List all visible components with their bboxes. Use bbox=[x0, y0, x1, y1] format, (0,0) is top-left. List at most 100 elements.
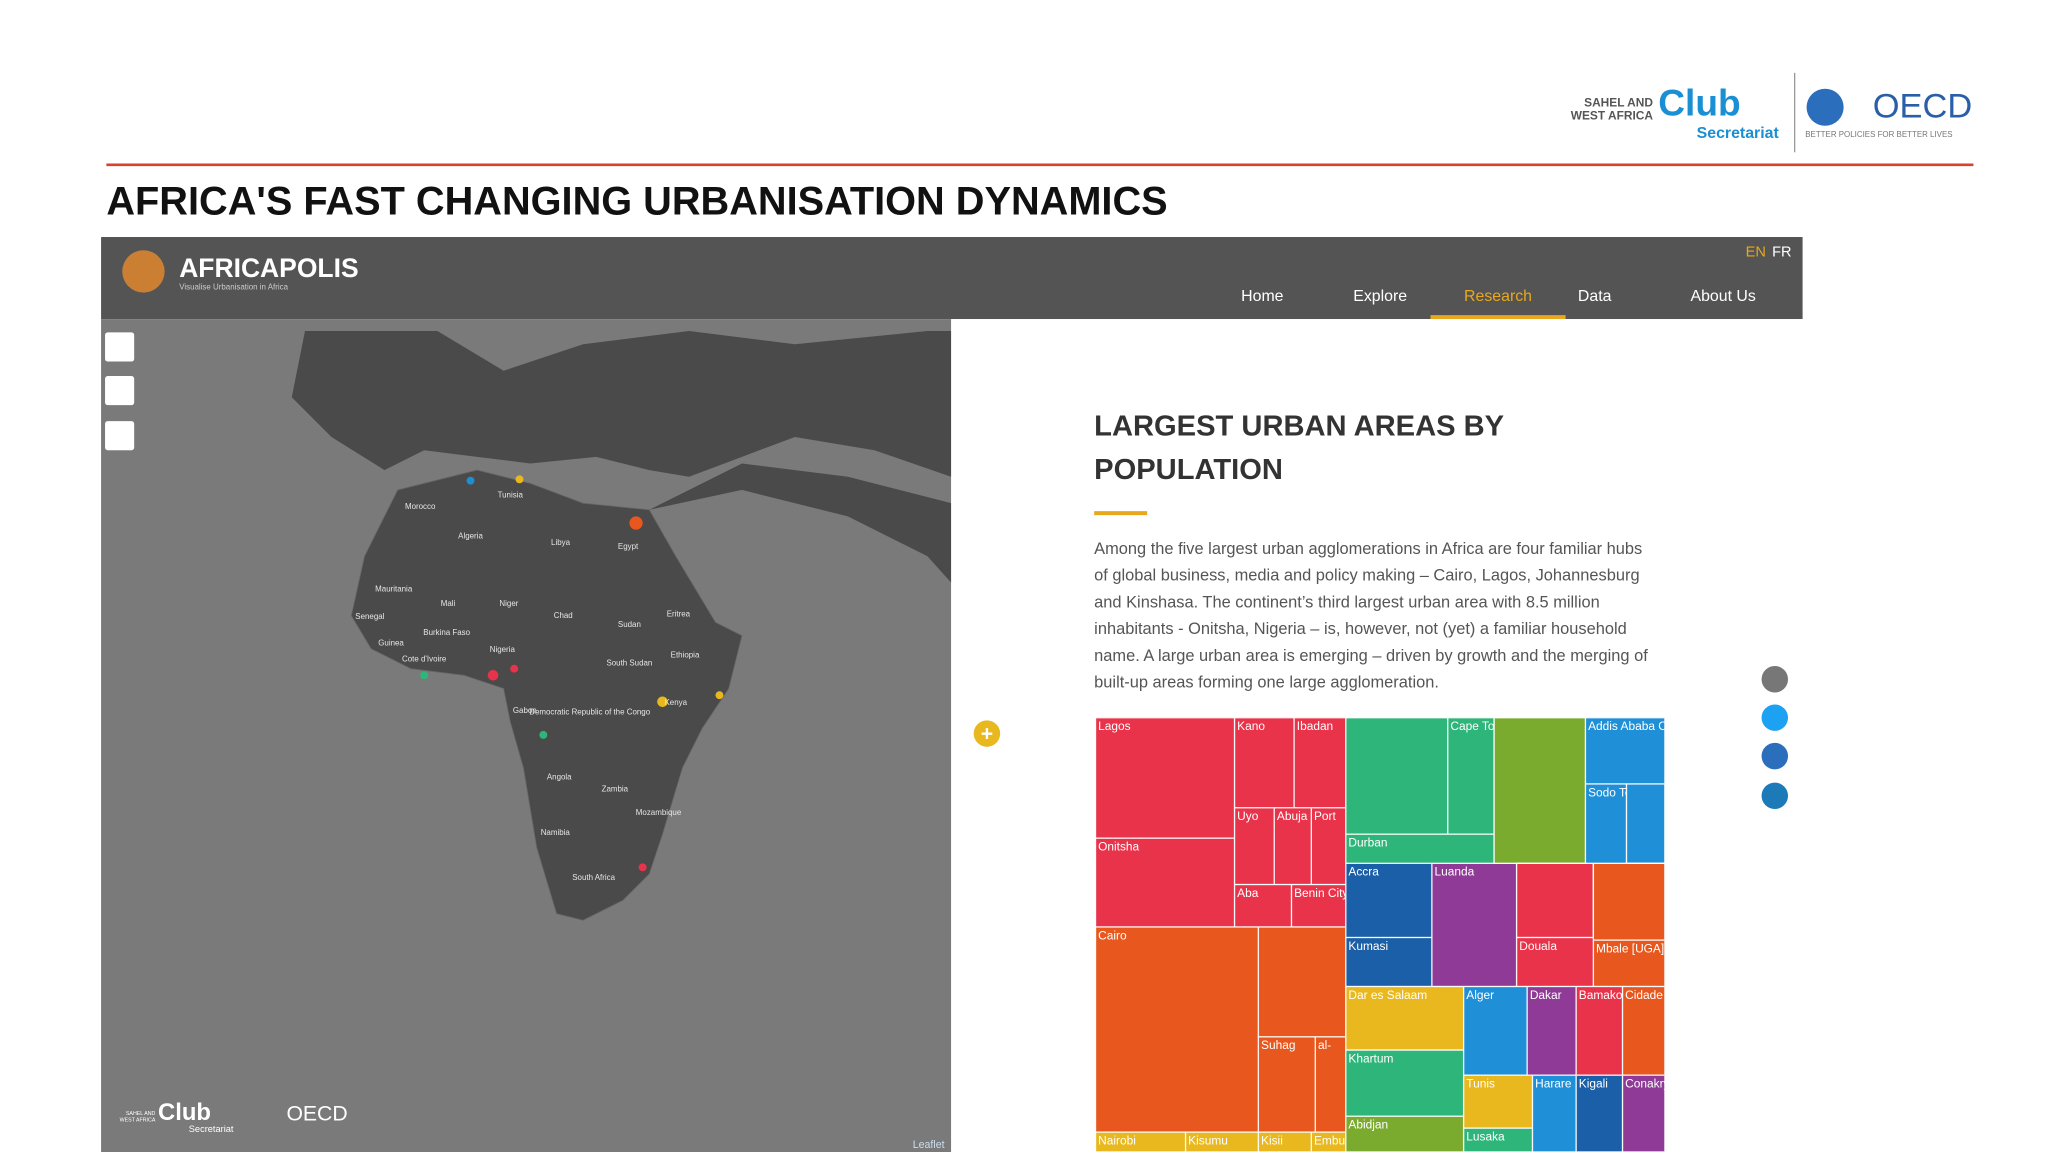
brand-icon bbox=[122, 250, 165, 293]
treemap-tile: Kisumu bbox=[1185, 1132, 1259, 1152]
share-email[interactable] bbox=[1761, 666, 1789, 693]
country-label: Tunisia bbox=[498, 490, 524, 499]
nav-link[interactable]: Research bbox=[1464, 288, 1532, 305]
tile-label: Douala bbox=[1519, 939, 1557, 953]
tile-fill bbox=[1447, 717, 1495, 835]
treemap-tile: Embu bbox=[1311, 1132, 1346, 1152]
tile-fill bbox=[1431, 863, 1517, 987]
treemap-tile: Ibadan bbox=[1294, 717, 1346, 808]
europe-landmass bbox=[291, 331, 952, 477]
tile-fill bbox=[1463, 1075, 1533, 1129]
tile-fill bbox=[1095, 838, 1235, 927]
tile-label: Luanda bbox=[1434, 865, 1474, 879]
tile-label: Cidade de Maputo bbox=[1625, 988, 1723, 1002]
country-label: Sudan bbox=[618, 620, 641, 629]
tile-label: Uyo bbox=[1237, 809, 1259, 823]
city-dot bbox=[638, 863, 647, 872]
brand: AFRICAPOLIS bbox=[179, 253, 358, 283]
country-label: Eritrea bbox=[667, 609, 691, 618]
treemap-tile: al- bbox=[1315, 1036, 1346, 1133]
treemap-tile: Cidade de Maputo bbox=[1622, 986, 1723, 1076]
treemap-tile bbox=[1493, 717, 1587, 864]
country-label: Cote d'Ivoire bbox=[402, 655, 447, 664]
country-label: Kenya bbox=[664, 698, 687, 707]
treemap-tile: Dar es Salaam bbox=[1345, 986, 1464, 1051]
fullscreen-button[interactable] bbox=[105, 421, 135, 451]
oecd-globe bbox=[1806, 88, 1844, 126]
city-dots bbox=[420, 475, 724, 872]
tile-label: Mbale [UGA] bbox=[1596, 942, 1664, 956]
brand-tagline: Visualise Urbanisation in Africa bbox=[179, 282, 288, 291]
map-logo-oecd: OECD bbox=[286, 1103, 347, 1126]
nav-link[interactable]: About Us bbox=[1690, 288, 1755, 305]
tile-fill bbox=[1095, 717, 1235, 839]
map-controls bbox=[105, 332, 135, 451]
tile-label: al- bbox=[1318, 1038, 1331, 1052]
city-dot bbox=[515, 475, 524, 484]
city-dot bbox=[487, 670, 499, 681]
tile-label: Kumasi bbox=[1348, 939, 1388, 953]
treemap-tile: Kumasi bbox=[1345, 937, 1432, 987]
country-label: Libya bbox=[551, 538, 571, 547]
logo-club: Club bbox=[1658, 82, 1740, 124]
country-labels: Morocco Tunisia Algeria Libya Egypt Mauritani… bbox=[355, 490, 700, 882]
language-link[interactable]: FR bbox=[1772, 245, 1791, 261]
share-facebook[interactable] bbox=[1761, 742, 1789, 770]
screenshot-button[interactable] bbox=[105, 376, 135, 406]
treemap-tile bbox=[1625, 783, 1666, 864]
tile-fill bbox=[1258, 1132, 1312, 1152]
tile-fill bbox=[1585, 717, 1665, 784]
zoom-button[interactable] bbox=[105, 332, 135, 362]
article-heading: LARGEST URBAN AREAS BY bbox=[1094, 410, 1504, 442]
tile-fill bbox=[1516, 937, 1594, 987]
share-twitter[interactable] bbox=[1761, 704, 1789, 731]
tile-label: Addis Ababa City bbox=[1588, 719, 1679, 733]
expand-button[interactable] bbox=[973, 720, 1001, 747]
treemap-tile bbox=[1345, 717, 1449, 835]
nav-active-bar bbox=[1430, 315, 1566, 320]
treemap-tile: Lagos bbox=[1095, 717, 1235, 839]
country-label: Zambia bbox=[602, 784, 629, 793]
tile-label: Bamako bbox=[1579, 988, 1623, 1002]
share-buttons bbox=[1761, 666, 1789, 810]
tile-label: Benin City bbox=[1294, 886, 1348, 900]
city-dot bbox=[539, 730, 548, 739]
nav-link[interactable]: Explore bbox=[1353, 288, 1407, 305]
treemap-tile: Cape Town bbox=[1447, 717, 1495, 835]
paragraph-line: inhabitants - Onitsha, Nigeria – is, how… bbox=[1094, 620, 1627, 638]
tile-label: Kisumu bbox=[1188, 1134, 1228, 1148]
language-link[interactable]: EN bbox=[1746, 245, 1766, 261]
treemap-tile: Abuja bbox=[1274, 807, 1312, 885]
city-dot bbox=[420, 671, 429, 680]
treemap-tile: Conakry bbox=[1622, 1075, 1665, 1152]
paragraph-line: of global business, media and policy mak… bbox=[1094, 567, 1639, 585]
tile-fill bbox=[1622, 986, 1665, 1076]
tile-fill bbox=[1576, 986, 1623, 1076]
treemap-tile: Bamako bbox=[1576, 986, 1623, 1076]
tile-label: Accra bbox=[1348, 865, 1379, 879]
paragraph-line: name. A large urban area is emerging – d… bbox=[1094, 647, 1648, 665]
treemap-tile: Alger bbox=[1463, 986, 1528, 1076]
treemap-tile: Aba bbox=[1234, 884, 1292, 927]
nav-link[interactable]: Home bbox=[1241, 288, 1284, 305]
tile-label: Lusaka bbox=[1466, 1130, 1505, 1144]
paragraph-line: and Kinshasa. The continent’s third larg… bbox=[1094, 593, 1600, 611]
country-label: Burkina Faso bbox=[423, 628, 470, 637]
tile-fill bbox=[1463, 1128, 1533, 1152]
nav-link[interactable]: Data bbox=[1578, 288, 1612, 305]
treemap-tile: Accra bbox=[1345, 863, 1432, 938]
treemap-tile: Douala bbox=[1516, 937, 1594, 987]
tile-label: Lagos bbox=[1098, 719, 1130, 733]
tile-label: Alger bbox=[1466, 988, 1494, 1002]
tile-fill bbox=[1532, 1075, 1577, 1152]
share-linkedin[interactable] bbox=[1761, 782, 1789, 810]
site-navbar bbox=[101, 237, 1803, 320]
treemap-tile: Mbale [UGA] bbox=[1593, 940, 1665, 987]
asia-landmass bbox=[649, 463, 952, 583]
article-paragraph: Among the five largest urban agglomerati… bbox=[1094, 540, 1648, 692]
tile-fill bbox=[1527, 986, 1577, 1076]
country-label: Democratic Republic of the Congo bbox=[529, 707, 650, 716]
country-label: Namibia bbox=[541, 828, 571, 837]
tile-fill bbox=[1345, 986, 1464, 1051]
